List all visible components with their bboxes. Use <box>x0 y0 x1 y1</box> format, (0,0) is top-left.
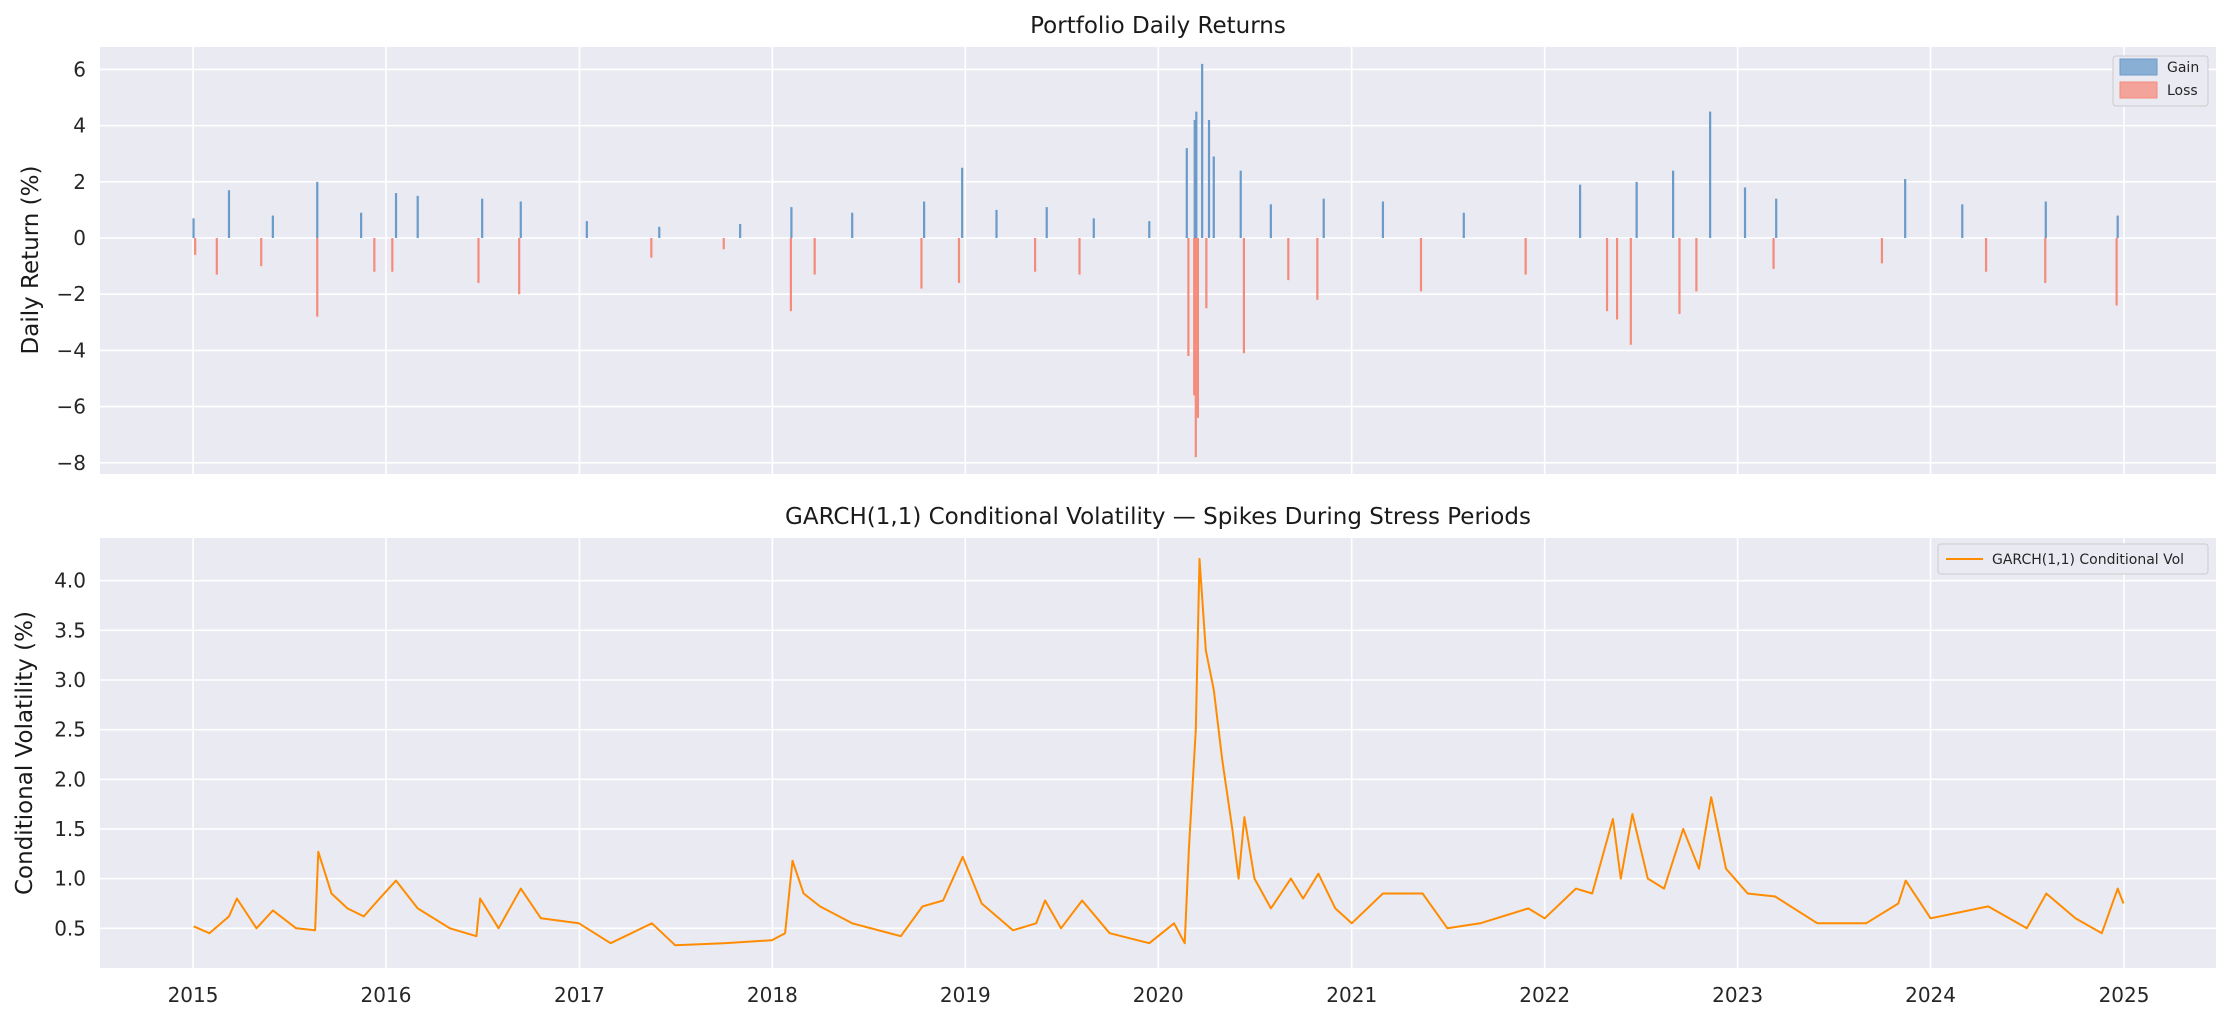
y-tick-label: 1.0 <box>54 867 86 891</box>
x-tick-label: 2020 <box>1133 983 1184 1007</box>
legend-vol-label: GARCH(1,1) Conditional Vol <box>1992 552 2184 568</box>
x-tick-label: 2018 <box>747 983 798 1007</box>
volatility-panel: 4.03.53.02.52.01.51.00.5 2015 2016 2017 201… <box>12 504 2216 1007</box>
legend-gain-label: Gain <box>2167 60 2199 76</box>
y-tick-label: 3.0 <box>54 668 86 692</box>
y-tick-label: 2.5 <box>54 718 86 742</box>
returns-panel: 6 4 2 0 −2 −4 −6 −8 Portfolio Daily Returns Dai… <box>18 13 2216 475</box>
volatility-line <box>193 557 2125 947</box>
legend-loss-label: Loss <box>2167 83 2198 99</box>
x-tick-label: 2015 <box>168 983 219 1007</box>
returns-y-ticks: 6 4 2 0 −2 −4 −6 −8 <box>57 57 86 474</box>
x-tick-label: 2019 <box>940 983 991 1007</box>
volatility-chart-title: GARCH(1,1) Conditional Volatility — Spik… <box>785 504 1531 530</box>
y-tick-label: 4.0 <box>54 569 86 593</box>
x-tick-label: 2024 <box>1905 983 1956 1007</box>
volatility-legend: GARCH(1,1) Conditional Vol <box>1937 543 2209 575</box>
returns-bars <box>192 63 2119 458</box>
y-tick-label: 6 <box>73 57 86 81</box>
volatility-y-axis-label: Conditional Volatility (%) <box>12 611 38 895</box>
x-tick-label: 2016 <box>361 983 412 1007</box>
y-tick-label: 1.5 <box>54 817 86 841</box>
y-tick-label: 2.0 <box>54 767 86 791</box>
y-tick-label: 0 <box>73 226 86 250</box>
returns-legend: Gain Loss <box>2112 55 2209 107</box>
volatility-series-line <box>193 557 2125 947</box>
x-tick-label: 2021 <box>1326 983 1377 1007</box>
y-tick-label: −4 <box>57 338 86 362</box>
returns-chart-title: Portfolio Daily Returns <box>1030 13 1286 39</box>
legend-gain-swatch <box>2119 58 2158 76</box>
y-tick-label: −2 <box>57 282 86 306</box>
y-tick-label: 3.5 <box>54 618 86 642</box>
y-tick-label: 4 <box>73 114 86 138</box>
returns-grid <box>100 47 2216 474</box>
x-tick-label: 2025 <box>2099 983 2150 1007</box>
y-tick-label: −6 <box>57 395 86 419</box>
y-tick-label: 2 <box>73 170 86 194</box>
returns-y-axis-label: Daily Return (%) <box>18 166 44 355</box>
y-tick-label: 0.5 <box>54 916 86 940</box>
x-tick-label: 2023 <box>1712 983 1763 1007</box>
x-tick-label: 2022 <box>1519 983 1570 1007</box>
y-tick-label: −8 <box>57 451 86 475</box>
volatility-legend-box <box>1937 543 2209 575</box>
legend-loss-swatch <box>2119 81 2158 99</box>
volatility-x-ticks: 2015 2016 2017 2018 2019 2020 2021 2022 2023 2024… <box>168 983 2150 1007</box>
x-tick-label: 2017 <box>554 983 605 1007</box>
volatility-y-ticks: 4.0 3.5 3.0 2.5 2.0 1.5 1.0 0.5 <box>54 569 86 941</box>
